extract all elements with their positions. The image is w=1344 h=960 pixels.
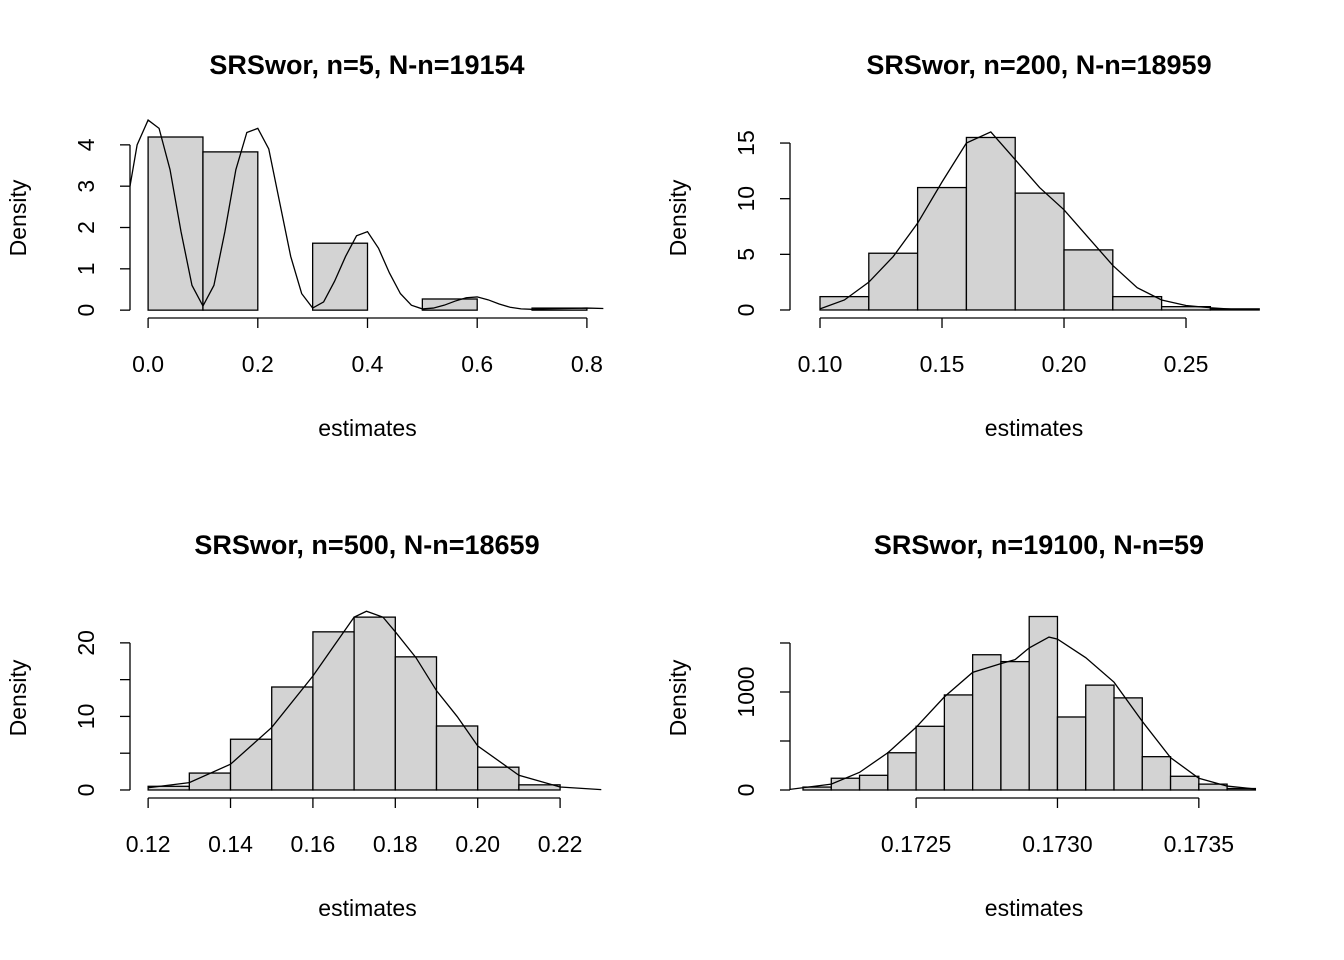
- bar: [1112, 295, 1163, 311]
- bar: [477, 766, 520, 791]
- y-tick-label: 2: [73, 221, 99, 234]
- y-tick-label: 15: [733, 130, 759, 156]
- bar: [943, 694, 974, 791]
- panel-title: SRSwor, n=19100, N-n=59: [874, 530, 1204, 560]
- bar: [147, 136, 204, 311]
- y-axis-label: Density: [665, 659, 691, 736]
- bar: [1056, 716, 1087, 791]
- bar: [915, 725, 946, 791]
- bar: [1014, 192, 1065, 311]
- bar: [202, 151, 259, 311]
- bar: [1141, 756, 1172, 791]
- bar: [188, 772, 232, 791]
- y-tick-label: 10: [733, 186, 759, 212]
- panel-title: SRSwor, n=200, N-n=18959: [866, 50, 1211, 80]
- x-axis-label: estimates: [985, 415, 1083, 441]
- plot-area: [130, 119, 604, 311]
- bar: [1085, 684, 1115, 791]
- y-tick-label: 20: [73, 630, 99, 656]
- y-axis-label: Density: [5, 659, 31, 736]
- density-line: [148, 610, 602, 791]
- bar: [1198, 783, 1228, 791]
- x-tick-label: 0.18: [373, 831, 418, 857]
- bar: [1063, 249, 1114, 311]
- x-tick-label: 0.12: [126, 831, 171, 857]
- panel-title: SRSwor, n=5, N-n=19154: [209, 50, 524, 80]
- panel-title: SRSwor, n=500, N-n=18659: [194, 530, 539, 560]
- y-tick-label: 0: [73, 304, 99, 317]
- density-line: [819, 131, 1260, 311]
- bar: [868, 252, 919, 311]
- bar: [1113, 697, 1143, 791]
- x-tick-label: 0.6: [461, 351, 493, 377]
- plot-area: [790, 615, 1257, 791]
- bar: [229, 738, 273, 791]
- bar: [1226, 787, 1257, 791]
- x-tick-label: 0.1725: [881, 831, 951, 857]
- bar: [1028, 615, 1059, 791]
- bar: [819, 295, 870, 311]
- x-tick-label: 0.15: [920, 351, 965, 377]
- bar: [421, 298, 478, 311]
- x-tick-label: 0.16: [291, 831, 336, 857]
- x-tick-label: 0.20: [1042, 351, 1087, 377]
- x-tick-label: 0.4: [352, 351, 384, 377]
- bar: [312, 631, 355, 791]
- x-tick-label: 0.8: [571, 351, 603, 377]
- x-tick-label: 0.22: [538, 831, 583, 857]
- y-tick-label: 0: [733, 304, 759, 317]
- x-tick-label: 0.1730: [1022, 831, 1092, 857]
- bar: [435, 725, 479, 791]
- bar: [965, 136, 1016, 311]
- density-line: [790, 636, 1256, 791]
- bar: [1000, 660, 1030, 791]
- plot-area: [819, 131, 1260, 311]
- density-line: [130, 119, 604, 310]
- x-tick-label: 0.0: [132, 351, 164, 377]
- x-tick-label: 0.25: [1164, 351, 1209, 377]
- y-axis-label: Density: [665, 179, 691, 256]
- x-tick-label: 0.1735: [1164, 831, 1234, 857]
- plot-area: [147, 610, 602, 791]
- y-axis-label: Density: [5, 179, 31, 256]
- bar: [887, 752, 917, 791]
- bar: [971, 654, 1002, 791]
- y-tick-label: 0: [733, 784, 759, 797]
- x-tick-label: 0.14: [208, 831, 253, 857]
- y-tick-label: 5: [733, 248, 759, 261]
- y-tick-label: 3: [73, 180, 99, 193]
- y-tick-label: 1000: [733, 666, 759, 717]
- bar: [394, 656, 438, 791]
- bar: [271, 686, 314, 791]
- y-tick-label: 1: [73, 262, 99, 275]
- x-tick-label: 0.20: [455, 831, 500, 857]
- y-tick-label: 4: [73, 138, 99, 151]
- x-axis-label: estimates: [318, 895, 416, 921]
- bar: [916, 186, 968, 311]
- x-tick-label: 0.2: [242, 351, 274, 377]
- bar: [1169, 775, 1200, 791]
- x-axis-label: estimates: [985, 895, 1083, 921]
- bar: [830, 777, 861, 791]
- y-tick-label: 10: [73, 704, 99, 730]
- bar: [353, 616, 396, 791]
- bar: [312, 242, 369, 311]
- x-axis-label: estimates: [318, 415, 416, 441]
- bar: [858, 774, 889, 791]
- x-tick-label: 0.10: [798, 351, 843, 377]
- y-tick-label: 0: [73, 784, 99, 797]
